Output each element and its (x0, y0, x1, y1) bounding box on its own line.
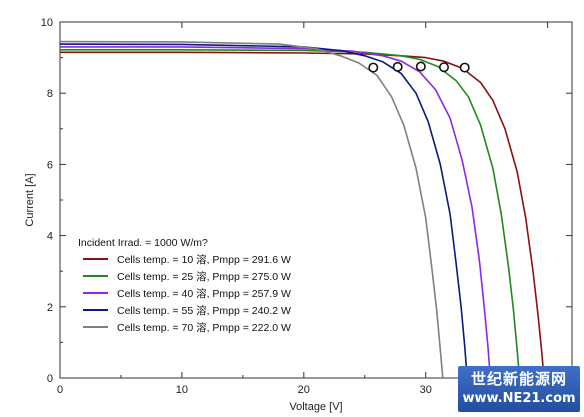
watermark-line1: 世纪新能源网 (470, 370, 567, 388)
x-tick-label: 30 (420, 384, 432, 396)
legend-entry-2: Cells temp. = 25 溶, Pmpp = 275.0 W (117, 270, 291, 283)
watermark-line2: www.NE21.com (462, 391, 576, 406)
y-axis-label: Current [A] (24, 173, 36, 226)
y-tick-label: 6 (47, 159, 53, 171)
series-line-1 (60, 51, 545, 379)
series-line-5 (59, 40, 444, 379)
legend: Incident Irrad. = 1000 W/m? Cells temp. … (78, 237, 291, 334)
legend-entry-4: Cells temp. = 55 溶, Pmpp = 240.2 W (117, 304, 291, 317)
mpp-marker-5 (368, 62, 379, 73)
watermark-badge: 世纪新能源网 www.NE21.com (458, 366, 580, 412)
mpp-markers (368, 61, 470, 73)
series-line-2 (60, 49, 521, 379)
legend-entry-1: Cells temp. = 10 溶, Pmpp = 291.6 W (117, 253, 291, 266)
legend-entry-5: Cells temp. = 70 溶, Pmpp = 222.0 W (117, 321, 291, 334)
mpp-marker-1 (459, 62, 470, 73)
y-axis: 0 2 4 6 8 10 (41, 17, 572, 385)
y-tick-label: 8 (47, 88, 53, 100)
legend-entry-3: Cells temp. = 40 溶, Pmpp = 257.9 W (117, 287, 291, 300)
plot-area (59, 21, 573, 379)
series-layer (59, 40, 545, 379)
x-tick-label: 0 (57, 384, 63, 396)
y-tick-label: 0 (47, 373, 53, 385)
mpp-marker-4 (392, 61, 403, 72)
mpp-marker-2 (438, 62, 449, 73)
legend-title: Incident Irrad. = 1000 W/m? (78, 237, 208, 249)
mpp-marker-3 (415, 61, 426, 72)
y-tick-label: 4 (47, 231, 53, 243)
x-axis-label: Voltage [V] (289, 401, 342, 413)
x-tick-label: 20 (298, 384, 310, 396)
y-tick-label: 2 (47, 302, 53, 314)
x-tick-label: 10 (176, 384, 188, 396)
y-tick-label: 10 (41, 17, 53, 29)
